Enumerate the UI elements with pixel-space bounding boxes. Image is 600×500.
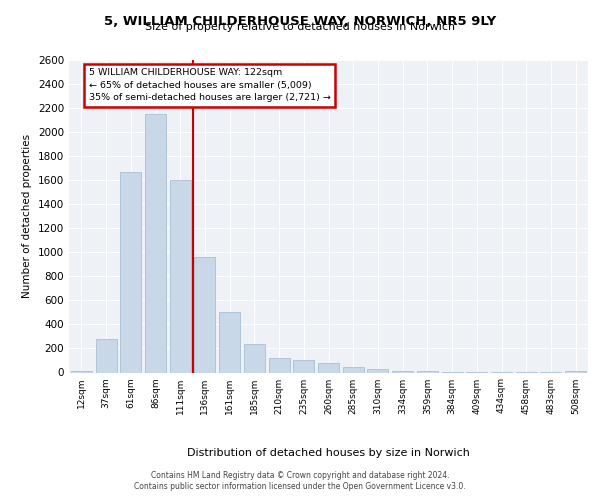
Text: Contains HM Land Registry data © Crown copyright and database right 2024.: Contains HM Land Registry data © Crown c…: [151, 471, 449, 480]
Text: Distribution of detached houses by size in Norwich: Distribution of detached houses by size …: [187, 448, 470, 458]
Bar: [343, 367, 364, 372]
Bar: [367, 370, 388, 372]
Bar: [95, 339, 116, 372]
Bar: [145, 114, 166, 372]
Bar: [170, 180, 191, 372]
Bar: [293, 360, 314, 372]
Bar: [318, 363, 339, 372]
Y-axis label: Number of detached properties: Number of detached properties: [22, 134, 32, 298]
Text: 5 WILLIAM CHILDERHOUSE WAY: 122sqm
← 65% of detached houses are smaller (5,009)
: 5 WILLIAM CHILDERHOUSE WAY: 122sqm ← 65%…: [89, 68, 331, 102]
Bar: [120, 172, 141, 372]
Bar: [71, 370, 92, 372]
Text: 5, WILLIAM CHILDERHOUSE WAY, NORWICH, NR5 9LY: 5, WILLIAM CHILDERHOUSE WAY, NORWICH, NR…: [104, 15, 496, 28]
Bar: [565, 371, 586, 372]
Text: Contains public sector information licensed under the Open Government Licence v3: Contains public sector information licen…: [134, 482, 466, 491]
Bar: [194, 257, 215, 372]
Bar: [244, 344, 265, 372]
Text: Size of property relative to detached houses in Norwich: Size of property relative to detached ho…: [145, 22, 455, 32]
Bar: [269, 358, 290, 372]
Bar: [219, 312, 240, 372]
Bar: [392, 370, 413, 372]
